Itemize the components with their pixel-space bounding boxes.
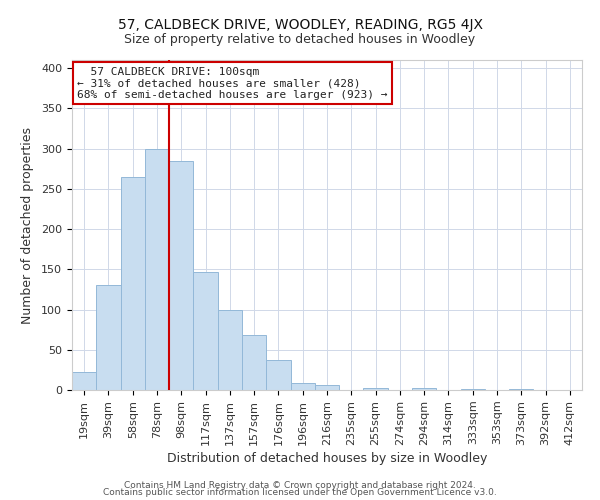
- Y-axis label: Number of detached properties: Number of detached properties: [21, 126, 34, 324]
- Bar: [96, 286, 121, 390]
- Text: 57, CALDBECK DRIVE, WOODLEY, READING, RG5 4JX: 57, CALDBECK DRIVE, WOODLEY, READING, RG…: [118, 18, 482, 32]
- Bar: [461, 389, 485, 390]
- Text: Size of property relative to detached houses in Woodley: Size of property relative to detached ho…: [124, 32, 476, 46]
- Text: 57 CALDBECK DRIVE: 100sqm
← 31% of detached houses are smaller (428)
68% of semi: 57 CALDBECK DRIVE: 100sqm ← 31% of detac…: [77, 66, 388, 100]
- Text: Contains public sector information licensed under the Open Government Licence v3: Contains public sector information licen…: [103, 488, 497, 497]
- Bar: [242, 336, 266, 390]
- Bar: [290, 383, 315, 390]
- X-axis label: Distribution of detached houses by size in Woodley: Distribution of detached houses by size …: [167, 452, 487, 465]
- Bar: [364, 388, 388, 390]
- Bar: [72, 372, 96, 390]
- Bar: [193, 272, 218, 390]
- Bar: [145, 148, 169, 390]
- Bar: [121, 176, 145, 390]
- Bar: [169, 160, 193, 390]
- Bar: [266, 360, 290, 390]
- Text: Contains HM Land Registry data © Crown copyright and database right 2024.: Contains HM Land Registry data © Crown c…: [124, 480, 476, 490]
- Bar: [218, 310, 242, 390]
- Bar: [315, 385, 339, 390]
- Bar: [412, 388, 436, 390]
- Bar: [509, 389, 533, 390]
